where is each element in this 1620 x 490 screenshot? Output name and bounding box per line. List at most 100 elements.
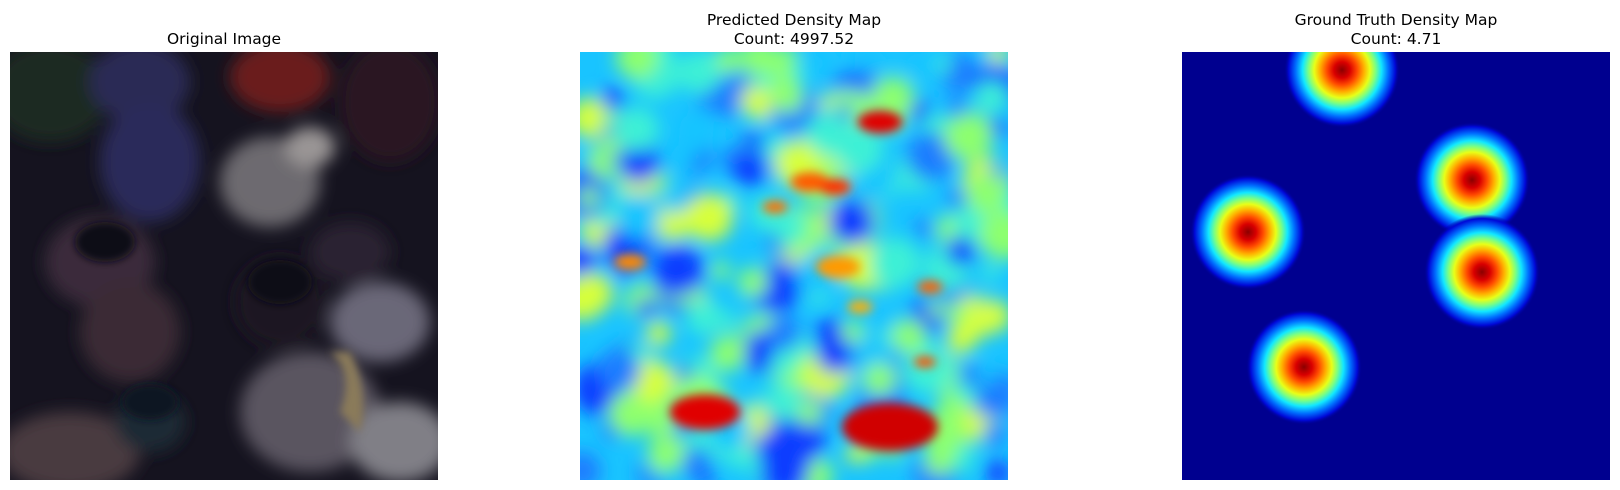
heat-blob bbox=[631, 360, 675, 404]
heat-blob bbox=[615, 193, 661, 239]
heat-blob bbox=[580, 277, 605, 322]
heat-blob bbox=[968, 369, 1008, 419]
heat-blob bbox=[738, 267, 768, 297]
panel-title-line: Predicted Density Map bbox=[706, 11, 882, 29]
panel-ground-truth-density: Ground Truth Density Map Count: 4.71 bbox=[1182, 0, 1610, 490]
heat-blob bbox=[772, 211, 806, 244]
heat-blob bbox=[848, 52, 882, 70]
heat-blob bbox=[982, 263, 1000, 281]
heat-blob bbox=[741, 82, 778, 120]
heat-blob bbox=[862, 362, 896, 396]
heat-blob bbox=[946, 301, 968, 323]
density-spot bbox=[1190, 174, 1306, 290]
heat-blob bbox=[740, 52, 778, 76]
heat-blob bbox=[761, 261, 802, 302]
heat-hotspot bbox=[847, 300, 873, 314]
heat-blob bbox=[597, 348, 641, 392]
predicted-heatmap-graphic bbox=[580, 52, 1008, 480]
heat-hotspot bbox=[614, 254, 646, 270]
heat-blob bbox=[985, 460, 1008, 480]
heat-blob bbox=[927, 300, 945, 318]
heat-blob bbox=[806, 113, 848, 155]
heat-blob bbox=[618, 142, 660, 183]
original-crowd-photo bbox=[10, 52, 438, 480]
heat-blob bbox=[841, 320, 865, 344]
heat-blob bbox=[828, 198, 875, 245]
heat-hotspot bbox=[669, 394, 741, 430]
crowd-photo-graphic bbox=[10, 52, 438, 480]
heat-blob bbox=[615, 52, 659, 79]
heat-blob bbox=[684, 193, 734, 242]
heat-blob bbox=[710, 261, 730, 280]
heat-blob bbox=[754, 71, 774, 91]
heat-hotspot bbox=[857, 110, 903, 134]
heat-blob bbox=[770, 80, 804, 113]
panel-title-line: Ground Truth Density Map bbox=[1294, 11, 1498, 29]
heat-blob bbox=[756, 429, 797, 470]
predicted-density-heatmap bbox=[580, 52, 1008, 480]
heat-blob bbox=[766, 384, 803, 422]
heat-blob bbox=[965, 172, 1007, 214]
heat-blob bbox=[845, 444, 865, 464]
density-spot bbox=[1424, 214, 1540, 330]
heat-blob bbox=[653, 244, 705, 296]
heat-blob bbox=[958, 385, 978, 404]
panel-count-line: Count: 4997.52 bbox=[733, 30, 855, 48]
panel-predicted-density: Predicted Density Map Count: 4997.52 bbox=[580, 0, 1008, 490]
heat-blob bbox=[673, 106, 720, 153]
heat-blob bbox=[709, 335, 746, 372]
density-spot bbox=[1414, 122, 1530, 238]
heat-blob bbox=[836, 104, 854, 122]
heat-blob bbox=[580, 244, 597, 277]
heat-blob bbox=[716, 52, 742, 73]
heat-blob bbox=[580, 97, 612, 139]
panel-title: Ground Truth Density Map Count: 4.71 bbox=[1182, 11, 1610, 49]
heat-blob bbox=[891, 318, 926, 353]
heat-blob bbox=[982, 422, 1007, 447]
heat-blob bbox=[580, 451, 601, 480]
heat-hotspot bbox=[913, 356, 937, 368]
heat-blob bbox=[642, 400, 678, 436]
heat-blob bbox=[766, 315, 802, 351]
heat-blob bbox=[901, 343, 951, 394]
heat-blob bbox=[646, 321, 671, 346]
heat-blob bbox=[647, 434, 685, 472]
heat-blob bbox=[686, 299, 722, 335]
heat-blob bbox=[664, 190, 687, 214]
heat-blob bbox=[770, 349, 797, 376]
panel-count-line: Count: 4.71 bbox=[1350, 30, 1442, 48]
heat-blob bbox=[947, 97, 967, 118]
heat-blob bbox=[946, 236, 976, 266]
heat-hotspot bbox=[842, 403, 938, 451]
heat-blob bbox=[906, 131, 956, 182]
heat-blob bbox=[614, 107, 659, 152]
heat-blob bbox=[977, 365, 997, 386]
ground-truth-heatmap-graphic bbox=[1182, 52, 1610, 480]
heat-blob bbox=[935, 56, 953, 74]
heat-hotspot bbox=[917, 280, 943, 294]
ground-truth-density-heatmap bbox=[1182, 52, 1610, 480]
heat-blob bbox=[816, 336, 854, 374]
heat-blob bbox=[870, 237, 921, 288]
heat-blob bbox=[608, 391, 654, 437]
heat-blob bbox=[977, 299, 1008, 333]
panel-original-image: Original Image bbox=[10, 0, 438, 490]
density-spot bbox=[1284, 52, 1400, 128]
heat-blob bbox=[902, 52, 936, 79]
heat-hotspot bbox=[762, 200, 788, 214]
heat-blob bbox=[731, 149, 769, 187]
panel-title: Original Image bbox=[166, 30, 282, 48]
heat-hotspot bbox=[819, 179, 851, 195]
heat-hotspot bbox=[815, 255, 861, 279]
heat-blob bbox=[946, 325, 976, 354]
heat-blob bbox=[636, 298, 657, 318]
heat-blob bbox=[943, 111, 994, 162]
heat-blob bbox=[913, 218, 934, 238]
heat-blob bbox=[775, 52, 798, 67]
density-spot bbox=[1246, 309, 1362, 425]
panel-title: Predicted Density Map Count: 4997.52 bbox=[580, 11, 1008, 49]
heat-blob bbox=[797, 400, 823, 426]
heat-blob bbox=[718, 312, 738, 332]
heat-blob bbox=[599, 136, 622, 158]
heat-blob bbox=[975, 80, 1008, 114]
